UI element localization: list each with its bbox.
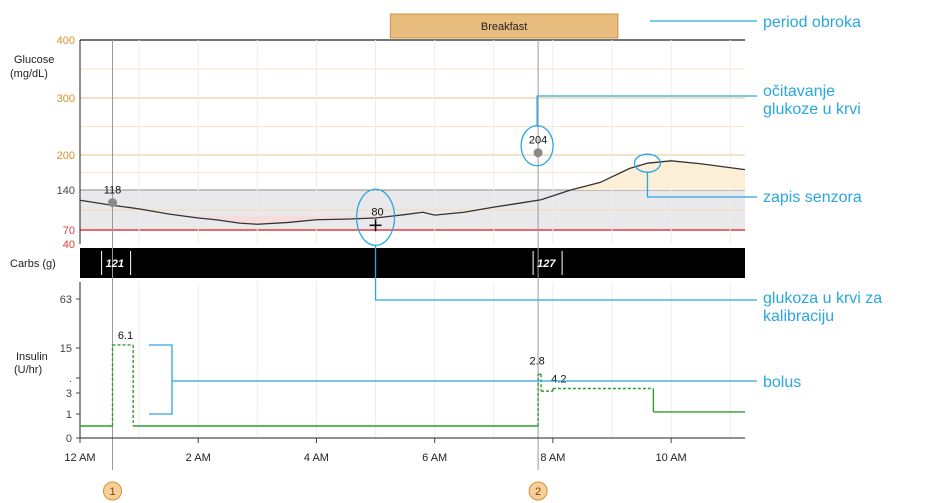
insulin-y-tick: 0 — [66, 433, 72, 445]
bg-reading-label: 118 — [104, 185, 122, 197]
annotation-calibration-l1: glukoza u krvi za — [763, 290, 882, 307]
glucose-y-tick: 300 — [57, 93, 75, 105]
x-tick-label: 12 AM — [64, 452, 95, 464]
bolus-value-label: 4.2 — [551, 374, 566, 386]
glucose-y-tick: 40 — [63, 239, 75, 251]
event-marker-circle — [103, 481, 123, 501]
annotation-leader-bg — [536, 95, 757, 126]
glucose-axis-unit: (mg/dL) — [10, 68, 48, 80]
sensor-glucose-line — [79, 160, 746, 225]
x-tick-label: 8 AM — [540, 452, 565, 464]
annotation-sensor-record: zapis senzora — [763, 189, 862, 206]
labels-layer: Breakfast 118 204 80 400 300 200 140 70 40 Glucose… — [10, 21, 687, 498]
annotation-leader-sensor — [646, 172, 757, 198]
calibration-label: 80 — [371, 206, 383, 218]
event-marker-circle — [528, 481, 548, 501]
annotation-bg-reading-l1: očitavanje — [763, 83, 835, 100]
glucose-y-tick: 140 — [57, 185, 75, 197]
insulin-y-tick: 63 — [60, 294, 72, 306]
x-tick-label: 6 AM — [422, 452, 447, 464]
bolus-value-label: 6.1 — [118, 330, 133, 342]
annotation-bg-reading-l2: glukoze u krvi — [763, 101, 861, 118]
bg-reading-dot — [533, 148, 543, 158]
x-tick-label: 10 AM — [656, 452, 687, 464]
annotation-meal-period: period obroka — [763, 14, 861, 31]
glucose-axis-label: Glucose — [14, 54, 54, 66]
meal-period-label: Breakfast — [481, 21, 527, 33]
carbs-axis-label: Carbs (g) — [10, 258, 56, 270]
insulin-y-tick: 3 — [66, 388, 72, 400]
event-marker-number: 1 — [109, 486, 115, 498]
series-layer — [79, 148, 746, 501]
annotation-leader-calibration — [374, 245, 757, 301]
insulin-y-tick: 15 — [60, 343, 72, 355]
carbs-band — [80, 248, 745, 278]
event-marker-number: 2 — [535, 486, 541, 498]
annotation-calibration-l2: kalibraciju — [763, 308, 834, 325]
high-glucose-fill — [80, 160, 745, 190]
low-glucose-fill — [80, 215, 745, 225]
glucose-y-tick: 400 — [57, 35, 75, 47]
bg-reading-dot — [108, 198, 118, 208]
insulin-axis-label: Insulin — [16, 351, 48, 363]
annotation-bolus: bolus — [763, 374, 801, 391]
x-tick-label: 4 AM — [304, 452, 329, 464]
bg-reading-label: 204 — [529, 135, 547, 147]
bolus-value-label: 2.8 — [529, 355, 544, 367]
x-tick-label: 2 AM — [186, 452, 211, 464]
insulin-y-tick: . — [69, 373, 72, 385]
glucose-y-tick: 200 — [57, 150, 75, 162]
insulin-y-tick: 1 — [66, 409, 72, 421]
annotation-bracket-bolus — [149, 344, 173, 415]
meal-period-bar — [389, 13, 619, 39]
chart-background-layer — [80, 13, 745, 278]
carbs-value: 121 — [106, 258, 124, 270]
carbs-value: 127 — [537, 258, 556, 270]
glucose-y-tick: 70 — [63, 225, 75, 237]
insulin-axis-unit: (U/hr) — [14, 364, 42, 376]
